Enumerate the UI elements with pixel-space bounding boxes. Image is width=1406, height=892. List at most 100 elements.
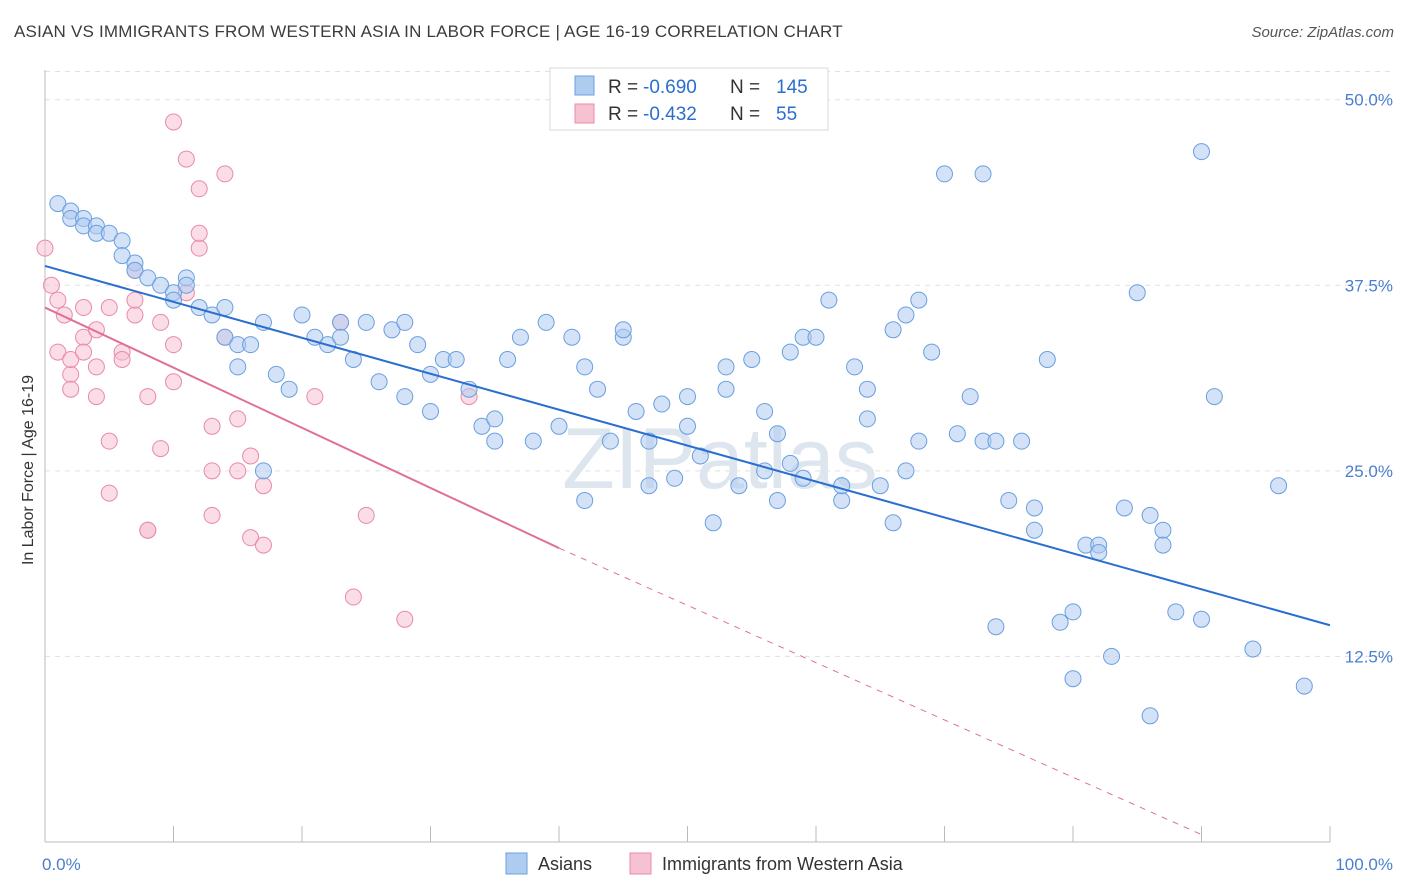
data-point-western-asia (62, 365, 80, 383)
data-point-asians (717, 380, 735, 398)
data-point-asians (100, 224, 118, 242)
data-point-western-asia (75, 299, 93, 317)
y-tick-label: 25.0% (1345, 462, 1393, 481)
data-point-asians (846, 358, 864, 376)
data-point-asians (113, 247, 131, 265)
data-point-asians (216, 299, 234, 317)
data-point-asians (704, 514, 722, 532)
data-point-asians (126, 261, 144, 279)
data-point-asians (768, 492, 786, 510)
bottom-legend-label-asians: Asians (538, 854, 592, 874)
data-point-asians (653, 395, 671, 413)
data-point-asians (563, 328, 581, 346)
data-point-asians (1025, 499, 1043, 517)
data-point-asians (717, 358, 735, 376)
data-point-asians (589, 380, 607, 398)
data-point-asians (910, 291, 928, 309)
data-point-asians (614, 321, 632, 339)
data-point-asians (550, 417, 568, 435)
y-tick-label: 12.5% (1345, 647, 1393, 666)
data-point-asians (897, 306, 915, 324)
data-point-western-asia (139, 388, 157, 406)
data-point-asians (1244, 640, 1262, 658)
data-point-western-asia (306, 388, 324, 406)
data-point-asians (499, 351, 517, 368)
data-point-asians (332, 313, 350, 331)
data-point-asians (1141, 506, 1159, 524)
series-asians-points (49, 143, 1313, 725)
data-point-asians (781, 343, 799, 361)
data-point-asians (1103, 647, 1121, 665)
data-point-western-asia (49, 291, 67, 309)
data-point-asians (332, 328, 350, 346)
data-point-asians (383, 321, 401, 339)
data-point-western-asia (113, 351, 131, 368)
data-point-asians (858, 380, 876, 398)
data-point-western-asia (203, 506, 221, 524)
legend-swatch-western-asia (574, 103, 595, 124)
data-point-asians (473, 417, 491, 435)
data-point-asians (936, 165, 953, 183)
data-point-asians (1167, 603, 1185, 621)
data-point-asians (743, 351, 761, 368)
data-point-western-asia (203, 417, 221, 435)
data-point-asians (177, 276, 195, 294)
data-point-asians (113, 232, 131, 250)
data-point-western-asia (152, 440, 170, 458)
x-tick-label: 100.0% (1335, 855, 1393, 874)
data-point-western-asia (190, 224, 208, 242)
data-point-asians (666, 469, 684, 487)
data-point-western-asia (165, 373, 182, 391)
data-point-asians (910, 432, 928, 450)
data-point-asians (293, 306, 311, 324)
data-point-asians (1295, 677, 1313, 695)
data-point-western-asia (62, 380, 80, 398)
data-point-asians (691, 447, 709, 465)
data-point-asians (768, 425, 786, 443)
data-point-asians (1141, 707, 1159, 725)
data-point-asians (1051, 613, 1069, 631)
data-point-western-asia (100, 484, 118, 502)
data-point-asians (49, 195, 67, 213)
data-point-asians (1064, 603, 1082, 621)
data-point-western-asia (229, 462, 247, 480)
data-point-asians (1270, 477, 1288, 495)
data-point-asians (396, 388, 414, 406)
legend-r-value: -0.432 (643, 104, 697, 125)
data-point-western-asia (190, 239, 208, 257)
data-point-western-asia (177, 150, 195, 168)
data-point-western-asia (396, 610, 414, 628)
data-point-asians (357, 313, 375, 331)
data-point-asians (820, 291, 838, 309)
legend-r-value: -0.690 (643, 77, 697, 98)
data-point-asians (884, 321, 902, 339)
data-point-asians (280, 380, 298, 398)
data-point-asians (948, 425, 966, 443)
y-tick-label: 37.5% (1345, 276, 1393, 295)
data-point-asians (1154, 521, 1172, 539)
data-point-asians (679, 417, 696, 435)
data-point-western-asia (254, 477, 272, 495)
chart-title: ASIAN VS IMMIGRANTS FROM WESTERN ASIA IN… (14, 22, 843, 41)
data-point-asians (576, 492, 594, 510)
series-western-asia-points (36, 113, 478, 628)
data-point-asians (679, 388, 696, 406)
data-point-asians (267, 365, 285, 383)
axes (44, 70, 1331, 843)
data-point-western-asia (242, 529, 260, 547)
bottom-legend-swatch-asians (505, 852, 528, 875)
data-point-asians (216, 328, 234, 346)
legend-n-label: N = (730, 77, 760, 98)
trendline-western-asia-extension (558, 547, 1202, 836)
data-point-asians (897, 462, 915, 480)
data-point-asians (923, 343, 941, 361)
data-point-asians (756, 402, 774, 420)
data-point-western-asia (139, 521, 157, 539)
data-point-asians (409, 336, 427, 354)
data-point-asians (974, 165, 992, 183)
data-point-asians (781, 454, 799, 472)
data-point-asians (1025, 521, 1043, 539)
bottom-legend-label-western-asia: Immigrants from Western Asia (662, 854, 904, 874)
data-point-asians (447, 351, 465, 368)
data-point-asians (987, 432, 1005, 450)
